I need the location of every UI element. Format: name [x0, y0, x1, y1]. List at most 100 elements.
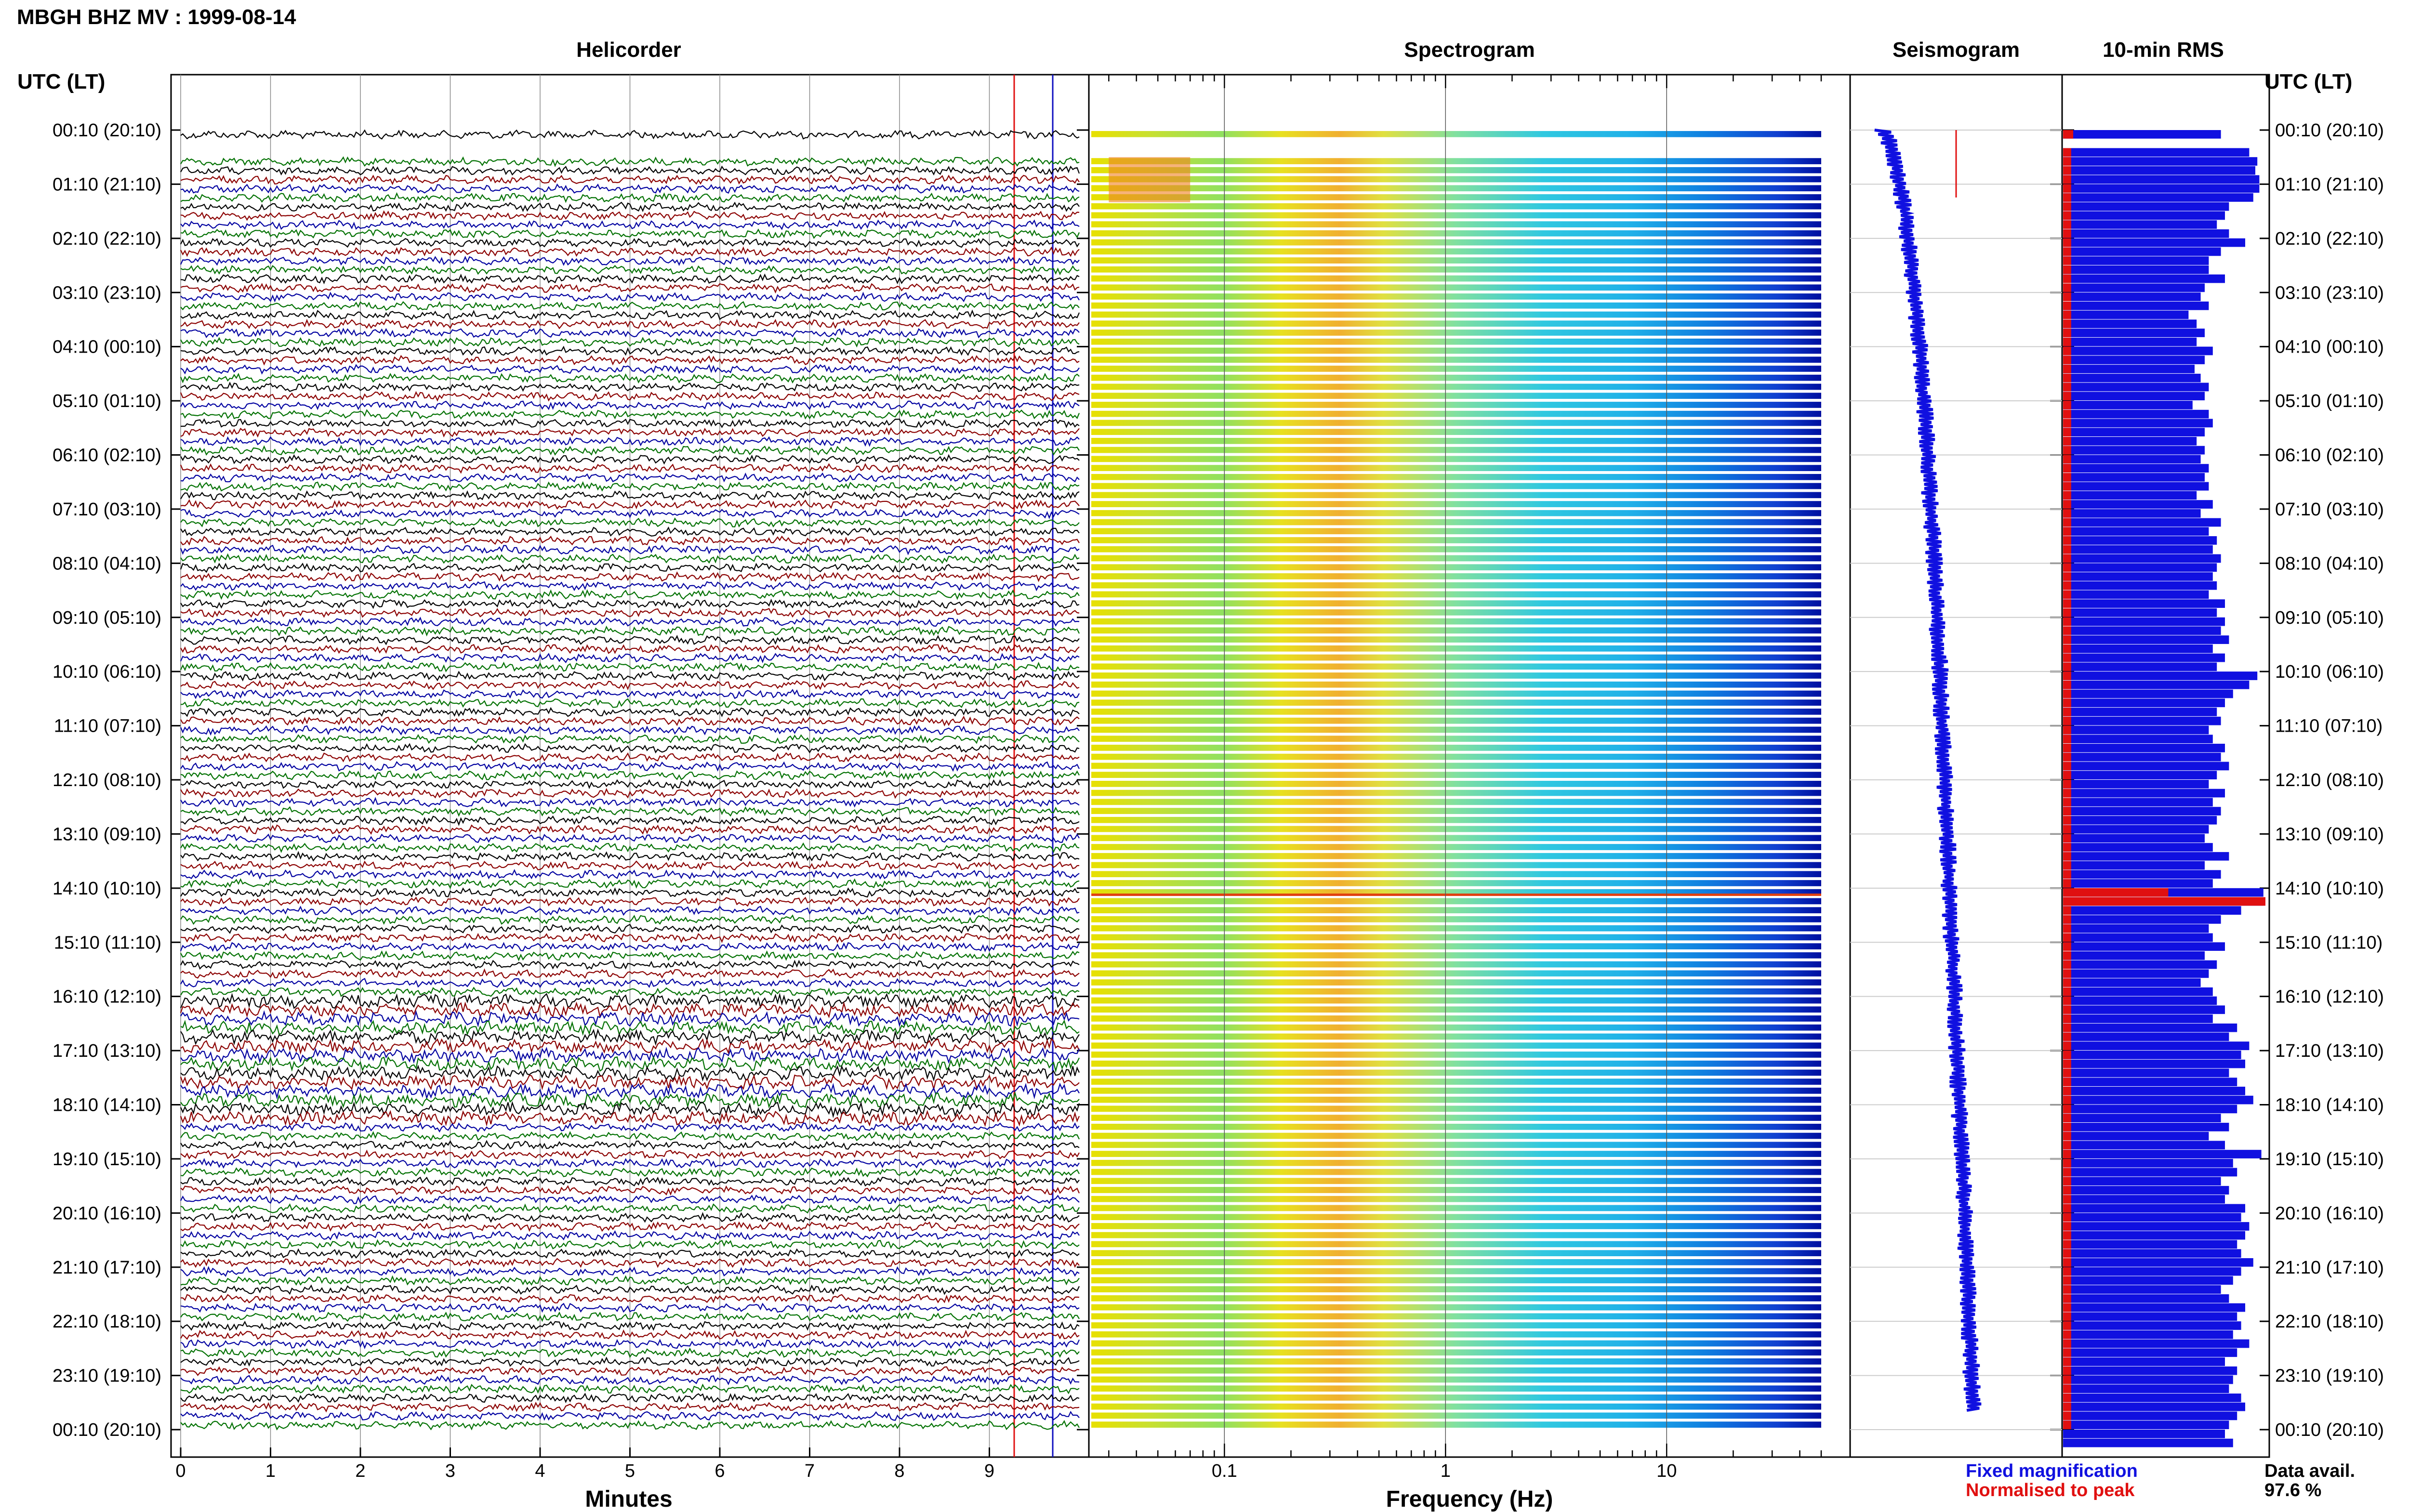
helicorder-trace — [180, 129, 1080, 140]
helicorder-trace — [180, 1266, 1080, 1277]
time-tick-label-left: 01:10 (21:10) — [53, 174, 161, 195]
rms-bar-normalised — [2063, 1321, 2071, 1330]
spectrogram-x-tick-label: 1 — [1441, 1461, 1451, 1481]
time-tick-label-right: 23:10 (19:10) — [2275, 1366, 2384, 1386]
rms-bar-fixed — [2063, 635, 2229, 644]
rms-bar-fixed — [2063, 978, 2201, 987]
rms-bar-fixed — [2063, 1339, 2250, 1348]
rms-bar-normalised — [2063, 238, 2071, 247]
spectrogram-row — [1091, 239, 1821, 246]
helicorder-trace — [180, 1055, 1080, 1073]
rms-bar-normalised — [2063, 554, 2071, 563]
rms-bar-normalised — [2063, 1339, 2071, 1348]
rms-bar-fixed — [2063, 419, 2213, 428]
helicorder-trace — [180, 1230, 1080, 1241]
rms-bar-fixed — [2063, 1068, 2229, 1078]
spectrogram-row — [1091, 1421, 1821, 1428]
rms-bar-fixed — [2063, 924, 2209, 933]
time-tick-label-left: 13:10 (09:10) — [53, 824, 161, 844]
rms-bar-normalised — [2063, 635, 2071, 644]
rms-bar-normalised — [2063, 373, 2071, 382]
rms-bar-fixed — [2063, 1078, 2237, 1087]
helicorder-trace — [180, 1140, 1080, 1151]
rms-bar-normalised — [2063, 382, 2071, 392]
spectrogram-row — [1091, 1232, 1821, 1238]
rms-bar-fixed — [2063, 437, 2197, 446]
spectrogram-row — [1091, 266, 1821, 273]
rms-bar-normalised — [2063, 1078, 2071, 1087]
rms-bar-normalised — [2063, 617, 2071, 626]
rms-bar-normalised — [2063, 409, 2071, 419]
time-tick-label-left: 23:10 (19:10) — [53, 1366, 161, 1386]
time-tick-label-left: 15:10 (11:10) — [54, 933, 161, 953]
rms-bar-normalised — [2063, 870, 2071, 879]
helicorder-trace — [180, 761, 1080, 772]
spectrogram-x-tick-label: 10 — [1656, 1461, 1677, 1481]
rms-bar-fixed — [2063, 563, 2217, 572]
helicorder-trace — [180, 869, 1080, 881]
rms-bar-normalised — [2063, 1276, 2071, 1285]
helicorder-trace — [180, 887, 1080, 898]
time-tick-label-right: 05:10 (01:10) — [2275, 391, 2384, 411]
legend-normalised-to-peak: Normalised to peak — [1966, 1480, 2135, 1500]
time-tick-label-left: 08:10 (04:10) — [53, 553, 161, 574]
rms-bar-normalised — [2063, 1195, 2071, 1204]
rms-bar-normalised — [2063, 843, 2071, 852]
helicorder-x-tick-label: 3 — [445, 1461, 455, 1481]
rms-bar-normalised — [2063, 942, 2071, 951]
spectrogram-row — [1091, 1403, 1821, 1410]
rms-bar-fixed — [2063, 1195, 2225, 1204]
helicorder-trace — [180, 671, 1080, 682]
time-tick-label-left: 14:10 (10:10) — [53, 879, 161, 899]
spectrogram-row — [1091, 1115, 1821, 1121]
helicorder-trace — [180, 743, 1080, 754]
helicorder-trace — [180, 273, 1080, 285]
spectrogram-row — [1091, 519, 1821, 526]
helicorder-trace — [180, 517, 1080, 528]
seismogram-frame — [1849, 74, 2063, 1458]
rms-bar-normalised — [2063, 1087, 2071, 1095]
rms-bar-fixed — [2063, 157, 2258, 166]
helicorder-trace — [180, 490, 1080, 501]
time-tick-label-right: 00:10 (20:10) — [2275, 1420, 2384, 1440]
spectrogram-row — [1091, 1223, 1821, 1229]
rms-bar-fixed — [2063, 1348, 2237, 1357]
rms-bar-fixed — [2063, 365, 2195, 373]
spectrogram-row — [1091, 618, 1821, 625]
spectrogram-row — [1091, 1123, 1821, 1130]
rms-bar-fixed — [2063, 1249, 2241, 1258]
helicorder-trace — [180, 1239, 1080, 1250]
rms-bar-fixed — [2063, 247, 2221, 256]
time-tick-label-right: 00:10 (20:10) — [2275, 120, 2384, 141]
helicorder-trace — [180, 1248, 1080, 1260]
time-tick-label-left: 03:10 (23:10) — [53, 283, 161, 303]
rms-bar-fixed — [2063, 1150, 2262, 1158]
rms-bar-normalised — [2063, 1222, 2071, 1231]
spectrogram-row — [1091, 672, 1821, 679]
rms-bar-fixed — [2063, 1231, 2245, 1240]
rms-bar-normalised — [2063, 1258, 2071, 1267]
rms-bar-normalised — [2063, 220, 2071, 229]
rms-bar-fixed — [2063, 942, 2225, 951]
rms-bar-normalised — [2063, 473, 2071, 482]
time-tick-label-right: 07:10 (03:10) — [2275, 500, 2384, 520]
time-tick-label-left: 21:10 (17:10) — [53, 1258, 161, 1278]
spectrogram-row — [1091, 636, 1821, 643]
rms-bar-fixed — [2063, 716, 2221, 725]
rms-bar-fixed — [2063, 798, 2213, 807]
spectrogram-row — [1091, 555, 1821, 562]
rms-bar-fixed — [2063, 1059, 2245, 1068]
seismogram-title: Seismogram — [1893, 38, 2020, 62]
spectrogram-row — [1091, 907, 1821, 914]
rms-bar-fixed — [2063, 175, 2260, 184]
spectrogram-row — [1091, 1295, 1821, 1302]
helicorder-trace — [180, 824, 1080, 835]
helicorder-trace — [180, 228, 1080, 239]
helicorder-trace — [180, 1082, 1080, 1100]
rms-bar-fixed — [2063, 1158, 2233, 1168]
rms-bar-normalised — [2063, 211, 2071, 220]
helicorder-trace — [180, 156, 1080, 168]
rms-bar-normalised — [2063, 365, 2071, 373]
spectrogram-row — [1091, 1259, 1821, 1265]
spectrogram-row — [1091, 627, 1821, 634]
